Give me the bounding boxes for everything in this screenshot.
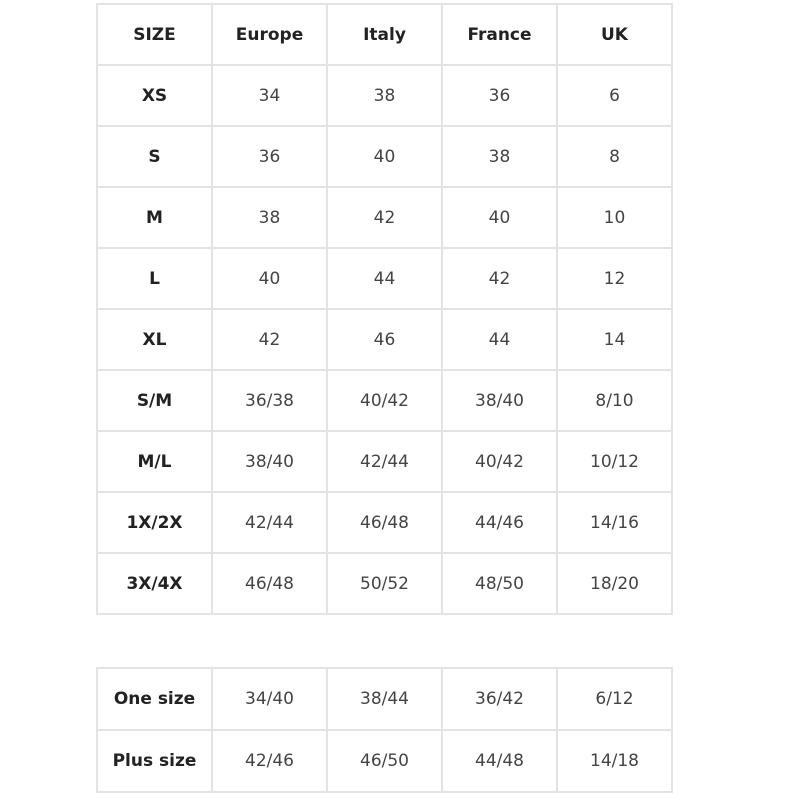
size-value-cell: 38 bbox=[441, 125, 558, 188]
size-value-cell: 8 bbox=[556, 125, 673, 188]
size-value-cell: 42/46 bbox=[211, 729, 328, 793]
size-value-cell: 46/50 bbox=[326, 729, 443, 793]
column-header: UK bbox=[556, 3, 673, 66]
size-value-cell: 40 bbox=[441, 186, 558, 249]
size-value-cell: 6/12 bbox=[556, 667, 673, 731]
size-value-cell: 42 bbox=[441, 247, 558, 310]
table-row: S/M 36/38 40/42 38/40 8/10 bbox=[96, 369, 673, 432]
size-value-cell: 46/48 bbox=[326, 491, 443, 554]
size-value-cell: 38 bbox=[326, 64, 443, 127]
size-label-cell: Plus size bbox=[96, 729, 213, 793]
size-value-cell: 48/50 bbox=[441, 552, 558, 615]
size-value-cell: 6 bbox=[556, 64, 673, 127]
size-label-cell: 1X/2X bbox=[96, 491, 213, 554]
size-value-cell: 34/40 bbox=[211, 667, 328, 731]
size-value-cell: 44/48 bbox=[441, 729, 558, 793]
size-label-cell: XL bbox=[96, 308, 213, 371]
table-row: 3X/4X 46/48 50/52 48/50 18/20 bbox=[96, 552, 673, 615]
size-value-cell: 40/42 bbox=[326, 369, 443, 432]
size-value-cell: 40 bbox=[326, 125, 443, 188]
size-label-cell: L bbox=[96, 247, 213, 310]
size-value-cell: 36 bbox=[441, 64, 558, 127]
table-row: 1X/2X 42/44 46/48 44/46 14/16 bbox=[96, 491, 673, 554]
size-value-cell: 42 bbox=[211, 308, 328, 371]
size-label-cell: M bbox=[96, 186, 213, 249]
size-value-cell: 40 bbox=[211, 247, 328, 310]
size-value-cell: 38/40 bbox=[211, 430, 328, 493]
special-size-table: One size 34/40 38/44 36/42 6/12 Plus size 42/4… bbox=[96, 667, 673, 793]
table-row: M/L 38/40 42/44 40/42 10/12 bbox=[96, 430, 673, 493]
size-value-cell: 14/16 bbox=[556, 491, 673, 554]
size-label-cell: XS bbox=[96, 64, 213, 127]
size-value-cell: 44/46 bbox=[441, 491, 558, 554]
size-label-cell: 3X/4X bbox=[96, 552, 213, 615]
size-value-cell: 18/20 bbox=[556, 552, 673, 615]
column-header: France bbox=[441, 3, 558, 66]
size-value-cell: 42 bbox=[326, 186, 443, 249]
size-value-cell: 14/18 bbox=[556, 729, 673, 793]
column-header: Italy bbox=[326, 3, 443, 66]
size-label-cell: M/L bbox=[96, 430, 213, 493]
size-value-cell: 12 bbox=[556, 247, 673, 310]
size-value-cell: 46/48 bbox=[211, 552, 328, 615]
size-value-cell: 44 bbox=[441, 308, 558, 371]
size-value-cell: 40/42 bbox=[441, 430, 558, 493]
size-value-cell: 38/40 bbox=[441, 369, 558, 432]
size-value-cell: 50/52 bbox=[326, 552, 443, 615]
size-value-cell: 44 bbox=[326, 247, 443, 310]
size-value-cell: 36 bbox=[211, 125, 328, 188]
size-value-cell: 46 bbox=[326, 308, 443, 371]
size-value-cell: 36/42 bbox=[441, 667, 558, 731]
size-label-cell: One size bbox=[96, 667, 213, 731]
size-value-cell: 10/12 bbox=[556, 430, 673, 493]
size-value-cell: 42/44 bbox=[326, 430, 443, 493]
table-row: One size 34/40 38/44 36/42 6/12 bbox=[96, 667, 673, 731]
table-row: Plus size 42/46 46/50 44/48 14/18 bbox=[96, 729, 673, 793]
size-value-cell: 38 bbox=[211, 186, 328, 249]
size-value-cell: 10 bbox=[556, 186, 673, 249]
table-row: XS 34 38 36 6 bbox=[96, 64, 673, 127]
column-header: SIZE bbox=[96, 3, 213, 66]
size-value-cell: 8/10 bbox=[556, 369, 673, 432]
size-value-cell: 34 bbox=[211, 64, 328, 127]
size-value-cell: 14 bbox=[556, 308, 673, 371]
size-label-cell: S bbox=[96, 125, 213, 188]
size-value-cell: 38/44 bbox=[326, 667, 443, 731]
table-row: L 40 44 42 12 bbox=[96, 247, 673, 310]
table-row: XL 42 46 44 14 bbox=[96, 308, 673, 371]
size-conversion-table: SIZE Europe Italy France UK XS 34 38 36 6 S 36 40 38 8… bbox=[96, 3, 673, 615]
table-row: M 38 42 40 10 bbox=[96, 186, 673, 249]
size-label-cell: S/M bbox=[96, 369, 213, 432]
table-row: S 36 40 38 8 bbox=[96, 125, 673, 188]
header-row: SIZE Europe Italy France UK bbox=[96, 3, 673, 66]
size-value-cell: 36/38 bbox=[211, 369, 328, 432]
column-header: Europe bbox=[211, 3, 328, 66]
size-value-cell: 42/44 bbox=[211, 491, 328, 554]
